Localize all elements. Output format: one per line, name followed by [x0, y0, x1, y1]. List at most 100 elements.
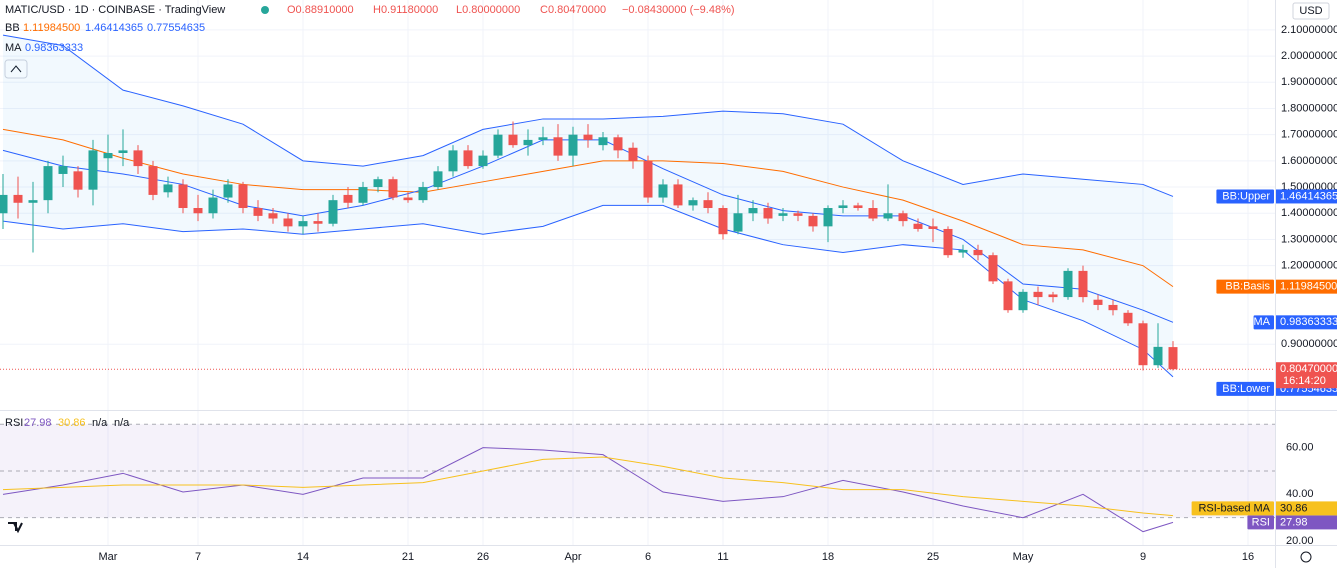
ohlc-close: C0.80470000	[540, 4, 606, 16]
legend-value: 1.11984500	[23, 22, 80, 34]
candle-body	[598, 137, 608, 146]
candle-body	[1033, 291, 1043, 298]
candle-body	[853, 205, 863, 209]
candle-body	[943, 228, 953, 256]
candle-body	[793, 213, 803, 216]
candle-body	[1153, 346, 1163, 366]
legend-label: BB	[5, 22, 20, 34]
x-tick-label: 11	[717, 551, 728, 563]
candle-body	[328, 200, 338, 224]
candle-body	[1168, 347, 1178, 370]
candle-body	[703, 200, 713, 209]
candle-body	[58, 166, 68, 174]
tag-label: MA	[1254, 316, 1271, 328]
legend-value: 1.46414365	[85, 22, 143, 34]
currency-button[interactable]	[1292, 2, 1330, 20]
candle-body	[1108, 304, 1118, 311]
candle-body	[448, 150, 458, 172]
ohlc-change: −0.08430000 (−9.48%)	[622, 4, 735, 16]
candle-body	[373, 179, 383, 188]
candle-body	[223, 184, 233, 198]
tag-value-box	[1276, 189, 1337, 204]
candle-body	[658, 184, 668, 198]
candle-body	[433, 171, 443, 188]
candle-body	[133, 150, 143, 167]
candle-body	[748, 208, 758, 214]
tag-value: 1.11984500	[1280, 281, 1337, 293]
last-price-box	[1276, 362, 1337, 389]
candle-body	[958, 249, 968, 253]
y-tick-label: 60.00	[1286, 442, 1314, 454]
candle-body	[883, 213, 893, 219]
tag-label: BB:Lower	[1222, 383, 1270, 395]
candle-body	[103, 152, 113, 159]
background-layer	[0, 0, 1275, 545]
candle-body	[163, 184, 173, 193]
last-price: 0.80470000	[1280, 363, 1337, 375]
candle-body	[88, 150, 98, 190]
candle-body	[538, 137, 548, 140]
candle-body	[643, 160, 653, 198]
tag-label: BB:Upper	[1222, 190, 1270, 202]
candle-body	[733, 213, 743, 232]
candle-body	[673, 184, 683, 206]
candle-body	[478, 155, 488, 167]
candle-body	[118, 150, 128, 153]
settings-icon[interactable]	[1300, 551, 1312, 563]
candle-body	[718, 208, 728, 235]
y-tick-label: 1.40000000	[1281, 207, 1337, 219]
market-status	[261, 6, 269, 14]
candle-body	[358, 187, 368, 203]
candle-body	[763, 208, 773, 219]
tag-value: 30.86	[1280, 502, 1308, 514]
legend-value: 0.77554635	[147, 22, 205, 34]
tag-label-box	[1216, 381, 1274, 396]
line-series	[2, 447, 1174, 533]
candle-body	[418, 187, 428, 201]
x-tick-label: 26	[477, 551, 489, 563]
tag-value-box	[1276, 279, 1337, 294]
x-tick-label: 18	[822, 551, 834, 563]
plot-layer	[0, 34, 1275, 533]
candle-body	[523, 139, 533, 146]
legend-label: MA	[5, 42, 22, 54]
x-tick-label: 9	[1140, 551, 1146, 563]
candle-body	[613, 137, 623, 151]
candle-body	[928, 226, 938, 229]
tag-label: RSI-based MA	[1198, 502, 1270, 514]
candle-body	[178, 184, 188, 209]
line-series	[2, 456, 1174, 517]
candle-body	[13, 194, 23, 203]
candle-body	[73, 171, 83, 190]
y-tick-label: 1.20000000	[1281, 260, 1337, 272]
x-tick-label: Apr	[564, 551, 581, 563]
x-tick-label: 14	[297, 551, 309, 563]
ohlc-open: O0.88910000	[287, 4, 354, 16]
x-tick-label: 7	[195, 551, 201, 563]
y-tick-label: 1.70000000	[1281, 129, 1337, 141]
legend-value: 0.98363333	[25, 42, 83, 54]
candle-body	[1093, 299, 1103, 305]
tag-value-box	[1276, 515, 1337, 530]
y-tick-label: 40.00	[1286, 488, 1314, 500]
candle-body	[463, 150, 473, 167]
tag-label-box	[1216, 189, 1274, 204]
tag-label: BB:Basis	[1225, 281, 1270, 293]
collapse-button[interactable]	[4, 59, 28, 79]
x-tick-label: 21	[402, 551, 414, 563]
logo	[8, 522, 23, 534]
pane-legend-value: 27.98	[24, 417, 52, 429]
candle-body	[253, 208, 263, 216]
candle-body	[823, 208, 833, 227]
candle-body	[688, 200, 698, 206]
candle-body	[208, 197, 218, 214]
x-tick-label: May	[1013, 551, 1034, 563]
x-tick-label: 6	[645, 551, 651, 563]
candle-body	[973, 249, 983, 256]
candle-body	[808, 215, 818, 227]
candle-body	[313, 221, 323, 224]
candle-body	[868, 208, 878, 219]
